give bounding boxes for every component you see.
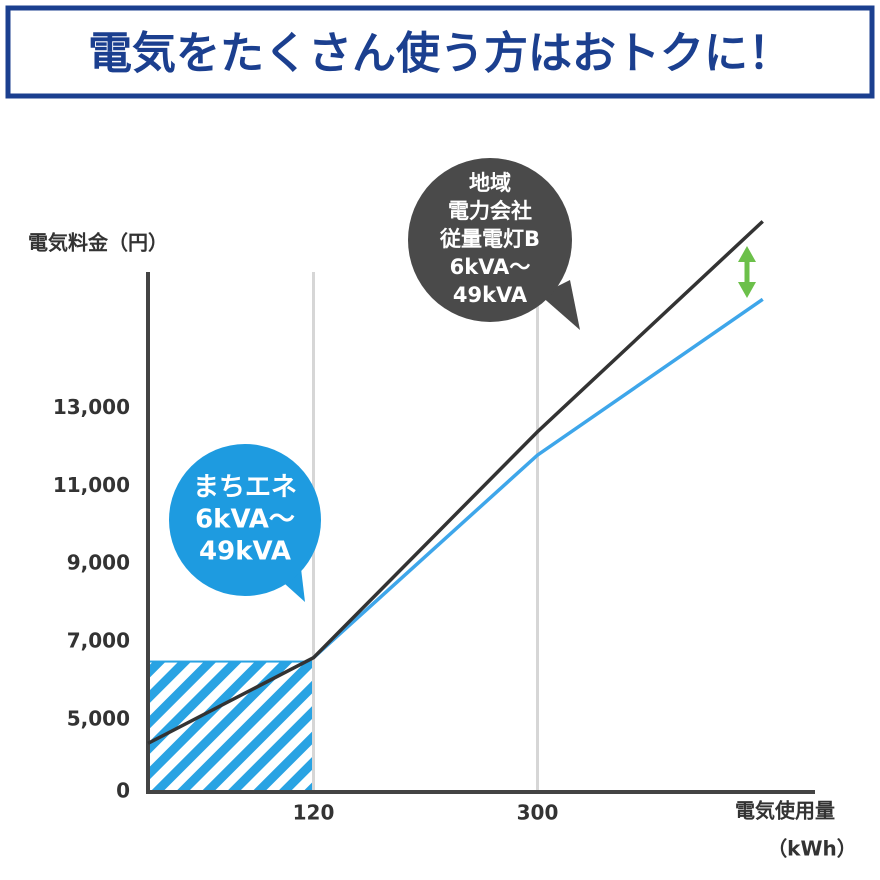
y-tick-label: 5,000 — [67, 707, 130, 731]
x-label: 電気使用量 — [735, 799, 835, 823]
x-tick-label: 300 — [517, 801, 559, 825]
title: 電気をたくさん使う方はおトクに！ — [88, 28, 792, 79]
series-line — [312, 297, 764, 659]
x-tick-label: 120 — [293, 801, 335, 825]
banner — [5, 5, 875, 99]
series-line — [147, 220, 764, 745]
bubble — [169, 444, 321, 596]
difference-arrow — [738, 246, 756, 298]
plot: 120 30005,0007,0009,00011,00013,000まちエネ6k… — [53, 158, 815, 825]
bubble-text: 6kVA〜 — [450, 255, 531, 279]
bubble-text: 6kVA〜 — [195, 505, 295, 535]
y-tick-label: 9,000 — [67, 551, 130, 575]
flat-rate-area — [147, 660, 315, 794]
bubble-text: 49kVA — [453, 283, 528, 307]
y-tick-label: 0 — [116, 779, 130, 803]
bubble-text: まちエネ — [193, 473, 297, 503]
y-label: 電気料金（円） — [28, 231, 168, 255]
x-unit: （kWh） — [767, 837, 857, 861]
bubble — [408, 158, 572, 322]
y-tick-label: 7,000 — [67, 629, 130, 653]
y-tick-label: 13,000 — [53, 395, 130, 419]
bubble-text: 49kVA — [199, 537, 291, 567]
bubble-text: 従量電灯B — [439, 227, 540, 251]
bubble-text: 電力会社 — [448, 199, 532, 223]
bubble-text: 地域 — [469, 171, 511, 195]
y-tick-label: 11,000 — [53, 473, 130, 497]
